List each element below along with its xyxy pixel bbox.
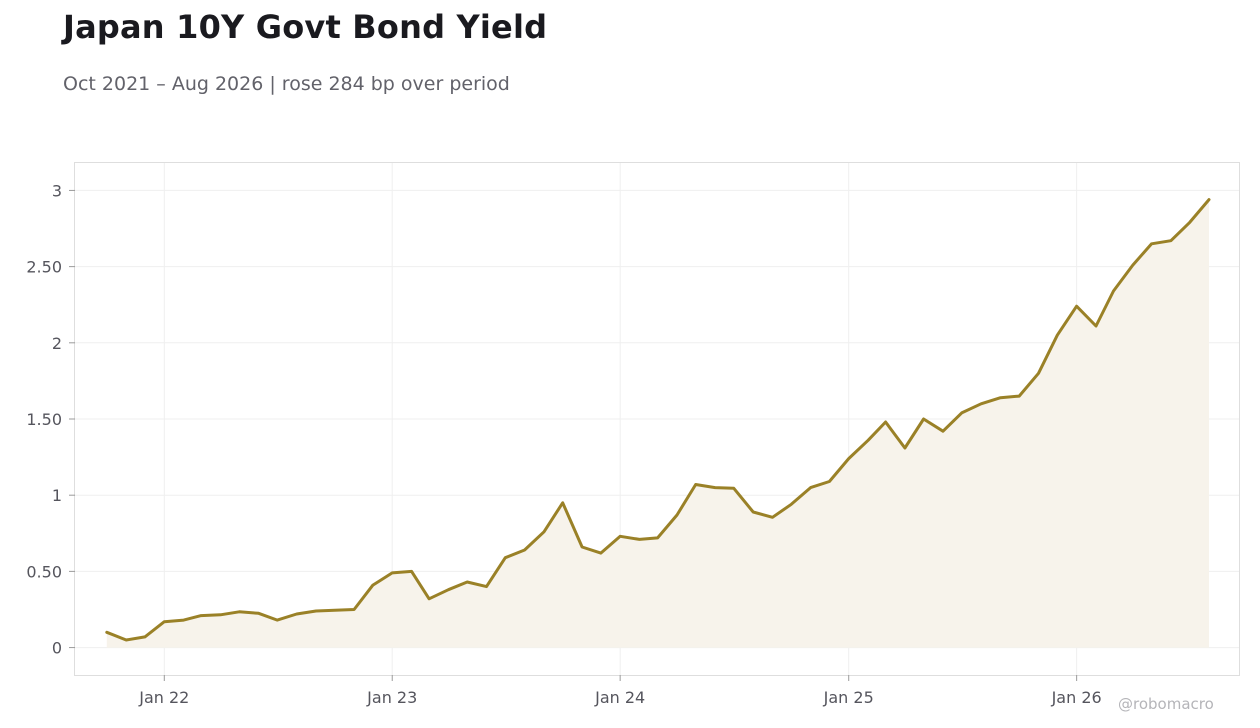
y-tick-label: 3 (52, 181, 62, 200)
x-tick-label: Jan 24 (594, 688, 645, 707)
y-tick-label: 0 (52, 639, 62, 658)
x-tick-label: Jan 26 (1051, 688, 1102, 707)
yield-line (105, 198, 1211, 642)
axis-ticks: 0 0.50 1 1.50 2 2.50 3 Jan 22 Jan 23 Jan 24 Jan 25… (26, 181, 1101, 707)
watermark: @robomacro (1118, 695, 1214, 713)
y-tick-label: 0.50 (26, 562, 62, 581)
chart-title: Japan 10Y Govt Bond Yield (63, 8, 548, 46)
y-tick-label: 1 (52, 486, 62, 505)
y-tick-label: 1.50 (26, 410, 62, 429)
chart-subtitle: Oct 2021 – Aug 2026 | rose 284 bp over p… (63, 73, 510, 95)
y-tick-label: 2.50 (26, 258, 62, 277)
y-tick-label: 2 (52, 334, 62, 353)
x-tick-label: Jan 23 (366, 688, 417, 707)
x-tick-label: Jan 22 (138, 688, 189, 707)
x-tick-label: Jan 25 (823, 688, 874, 707)
yield-area (106, 199, 1209, 648)
